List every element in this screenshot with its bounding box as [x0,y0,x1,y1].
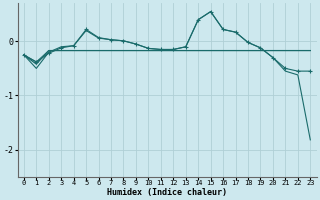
X-axis label: Humidex (Indice chaleur): Humidex (Indice chaleur) [107,188,227,197]
